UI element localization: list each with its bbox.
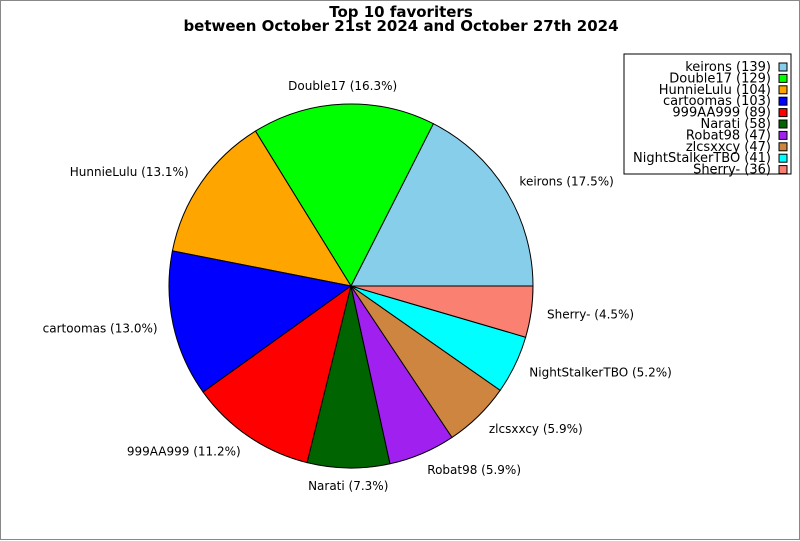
pie-slice-Sherry- <box>350 285 534 338</box>
legend-swatch <box>778 108 788 118</box>
legend-swatch <box>778 153 788 163</box>
slice-label: keirons (17.5%) <box>519 174 613 188</box>
legend-entry: cartoomas (103) <box>663 94 771 109</box>
chart-subtitle: between October 21st 2024 and October 27… <box>183 17 618 35</box>
pie-slice-keirons <box>350 123 534 287</box>
legend-swatch <box>778 96 788 106</box>
pie-slice-Double17 <box>254 103 435 288</box>
legend-entry: NightStalkerTBO (41) <box>633 151 771 166</box>
legend-entry: zlcsxxcy (47) <box>686 140 771 155</box>
legend-entry: Double17 (129) <box>669 71 771 86</box>
legend-swatch <box>778 62 788 72</box>
slice-label: Double17 (16.3%) <box>288 79 397 93</box>
pie-slice-999AA999 <box>202 284 352 464</box>
legend-entry: Narati (58) <box>700 117 771 132</box>
legend-swatch <box>778 73 788 83</box>
slice-label: Robat98 (5.9%) <box>427 463 521 477</box>
legend-entry: HunnieLulu (104) <box>659 83 771 98</box>
legend-entry: Sherry- (36) <box>693 163 771 178</box>
slice-label: zlcsxxcy (5.9%) <box>489 422 583 436</box>
slice-label: Narati (7.3%) <box>308 479 388 493</box>
legend-entry: Robat98 (47) <box>686 128 771 143</box>
legend-swatch <box>778 130 788 140</box>
slice-label: 999AA999 (11.2%) <box>127 444 241 458</box>
legend-entry: 999AA999 (89) <box>672 106 771 121</box>
legend-entry: keirons (139) <box>685 60 771 75</box>
pie-slice-HunnieLulu <box>171 130 353 287</box>
legend-swatch <box>778 165 788 175</box>
slice-label: Sherry- (4.5%) <box>547 307 634 321</box>
legend-swatch <box>778 119 788 129</box>
slice-label: cartoomas (13.0%) <box>43 321 158 335</box>
slice-label: NightStalkerTBO (5.2%) <box>529 366 672 380</box>
chart-title: Top 10 favoriters <box>329 3 473 21</box>
slice-label: HunnieLulu (13.1%) <box>70 165 189 179</box>
legend-swatch <box>778 85 788 95</box>
pie-slice-cartoomas <box>168 250 353 393</box>
legend-swatch <box>778 142 788 152</box>
legend-box <box>623 53 792 175</box>
